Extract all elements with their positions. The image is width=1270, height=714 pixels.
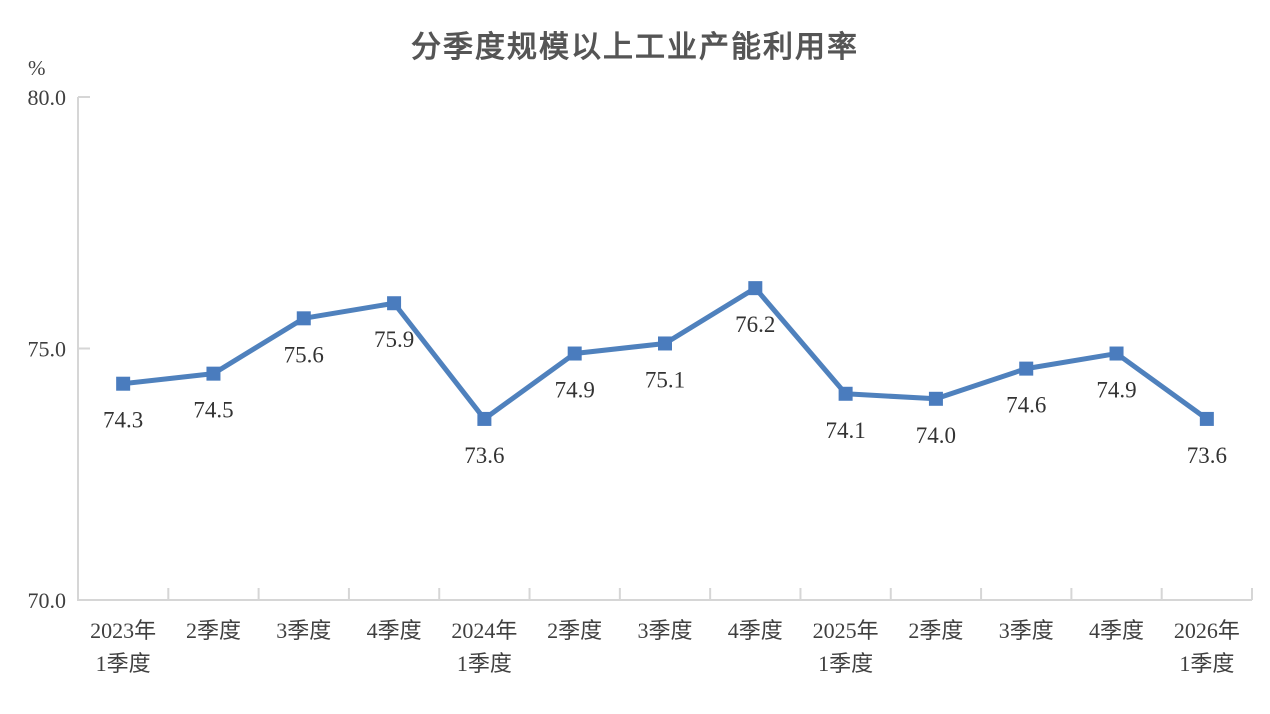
data-point-label: 74.9	[555, 378, 595, 403]
x-category-label: 1季度	[818, 651, 873, 676]
x-category-label: 2季度	[908, 618, 963, 643]
data-point-label: 76.2	[735, 312, 775, 337]
y-tick-label: 70.0	[28, 588, 67, 613]
data-point-marker	[477, 411, 492, 426]
x-category-label: 2024年	[451, 618, 517, 643]
data-point-label: 74.0	[916, 423, 956, 448]
x-category-label: 1季度	[457, 651, 512, 676]
data-point-marker	[1109, 346, 1124, 361]
x-category-label: 3季度	[637, 618, 692, 643]
data-point-label: 75.9	[374, 327, 414, 352]
data-point-label: 73.6	[1187, 443, 1227, 468]
data-point-marker	[748, 281, 763, 296]
data-point-label: 75.1	[645, 367, 685, 392]
x-category-label: 3季度	[999, 618, 1054, 643]
data-point-label: 74.3	[103, 408, 143, 433]
x-category-label: 2025年	[813, 618, 879, 643]
data-point-marker	[928, 391, 943, 406]
chart-title: 分季度规模以上工业产能利用率	[411, 31, 859, 64]
x-category-label: 2026年	[1174, 618, 1240, 643]
x-category-label: 4季度	[367, 618, 422, 643]
y-axis-unit-label: %	[28, 56, 46, 80]
data-point-marker	[658, 336, 672, 351]
x-category-label: 2023年	[90, 618, 156, 643]
data-point-marker	[387, 296, 402, 311]
x-category-label: 4季度	[728, 618, 783, 643]
data-point-label: 73.6	[464, 443, 504, 468]
x-category-label: 4季度	[1089, 618, 1144, 643]
x-category-label: 1季度	[1179, 651, 1234, 676]
data-point-marker	[116, 376, 131, 391]
data-point-label: 74.1	[825, 418, 865, 443]
x-category-label: 2季度	[547, 618, 602, 643]
x-category-label: 2季度	[186, 618, 241, 643]
data-point-marker	[838, 386, 853, 401]
data-point-marker	[1019, 361, 1034, 376]
data-point-label: 74.5	[193, 398, 233, 423]
data-point-marker	[296, 311, 311, 326]
data-point-marker	[567, 346, 582, 361]
data-point-label: 74.9	[1096, 378, 1136, 403]
data-point-label: 74.6	[1006, 393, 1046, 418]
x-category-label: 1季度	[96, 651, 151, 676]
y-tick-label: 75.0	[28, 337, 67, 362]
data-point-label: 75.6	[284, 342, 324, 367]
data-point-marker	[1199, 411, 1214, 426]
y-tick-label: 80.0	[28, 85, 67, 110]
data-point-marker	[206, 366, 221, 381]
x-category-label: 3季度	[276, 618, 331, 643]
